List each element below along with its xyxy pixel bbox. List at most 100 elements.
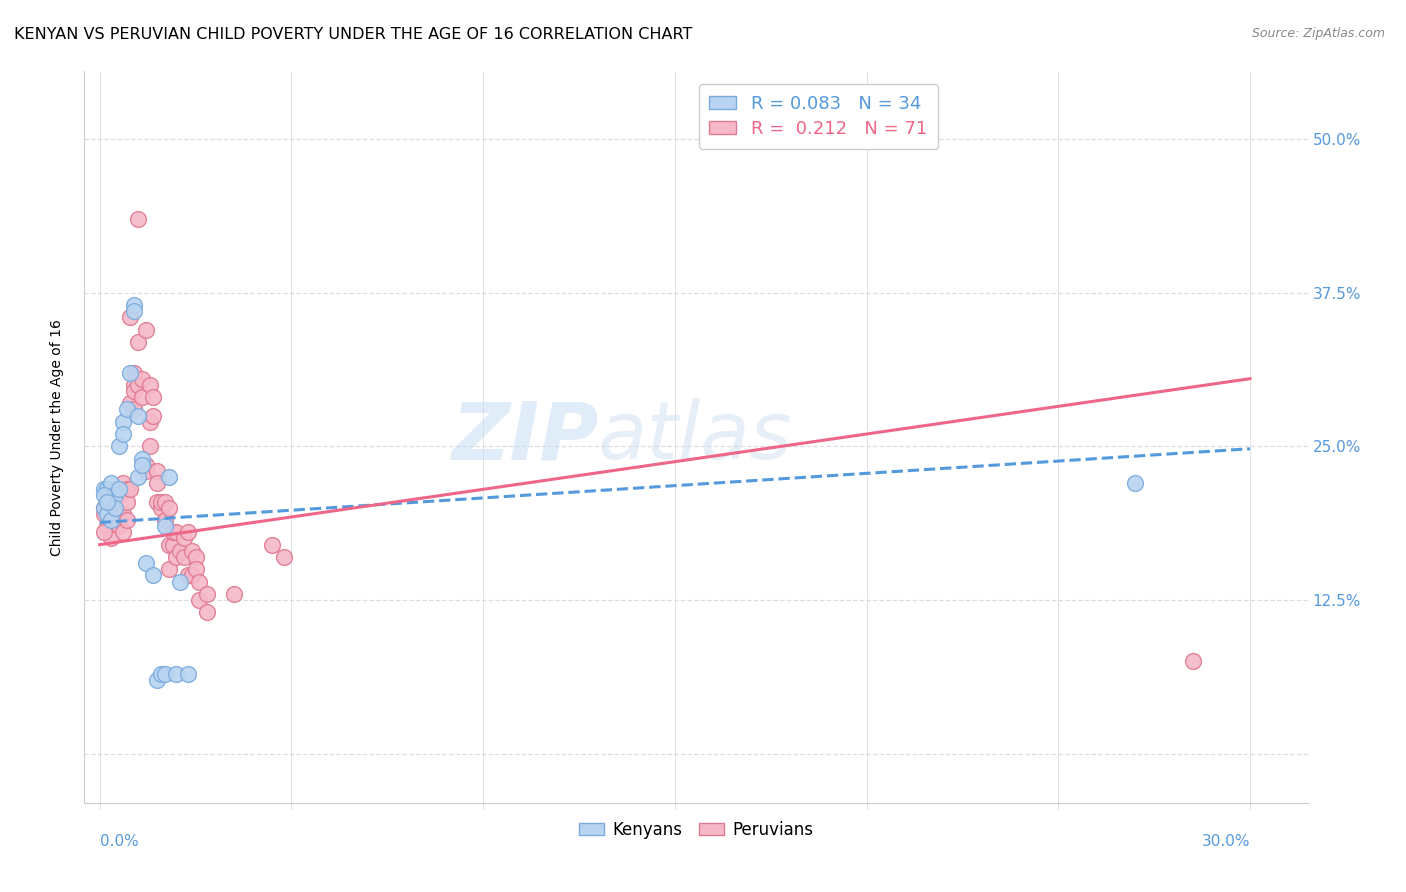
Point (173, 549, 195, 564)
Point (111, 415, 134, 429)
Point (93, 483, 115, 497)
Point (150, 494, 173, 508)
Point (177, 666, 200, 681)
Point (1123, 476, 1146, 491)
Point (184, 562, 207, 576)
Point (122, 402, 145, 417)
Point (108, 483, 131, 497)
Point (100, 494, 122, 508)
Point (122, 384, 145, 398)
Point (195, 587, 218, 601)
Point (108, 439, 131, 453)
Point (122, 304, 145, 318)
Point (111, 427, 134, 442)
Point (142, 568, 165, 582)
Point (131, 390, 153, 404)
Point (153, 513, 176, 527)
Text: 30.0%: 30.0% (1202, 833, 1250, 848)
Text: atlas: atlas (598, 398, 793, 476)
Point (131, 458, 153, 472)
Point (111, 525, 134, 540)
Point (120, 310, 142, 325)
Point (146, 673, 169, 687)
Point (127, 334, 149, 349)
Point (165, 666, 187, 681)
Point (115, 402, 138, 417)
Point (157, 562, 180, 576)
Point (138, 415, 160, 429)
Point (188, 574, 211, 589)
Text: ZIP: ZIP (451, 398, 598, 476)
Point (135, 556, 157, 570)
Point (153, 666, 176, 681)
Point (122, 366, 145, 380)
Point (111, 507, 134, 521)
Point (162, 538, 184, 552)
Point (188, 593, 211, 607)
Point (157, 470, 180, 484)
Point (115, 483, 138, 497)
Point (135, 458, 157, 472)
Text: Source: ZipAtlas.com: Source: ZipAtlas.com (1251, 27, 1385, 40)
Point (162, 525, 184, 540)
Text: KENYAN VS PERUVIAN CHILD POVERTY UNDER THE AGE OF 16 CORRELATION CHART: KENYAN VS PERUVIAN CHILD POVERTY UNDER T… (14, 27, 692, 42)
Point (108, 519, 131, 533)
Point (135, 322, 157, 336)
Point (100, 494, 122, 508)
Point (146, 476, 169, 491)
Point (104, 488, 127, 502)
Point (120, 366, 142, 380)
Point (104, 500, 127, 515)
Point (96, 519, 118, 533)
Point (100, 476, 122, 491)
Point (96, 494, 118, 508)
Point (93, 507, 115, 521)
Point (127, 377, 149, 392)
Point (127, 470, 149, 484)
Point (96, 483, 118, 497)
Point (184, 549, 207, 564)
Point (153, 494, 176, 508)
Point (93, 500, 115, 515)
Point (120, 483, 142, 497)
Point (120, 396, 142, 410)
Y-axis label: Child Poverty Under the Age of 16: Child Poverty Under the Age of 16 (49, 318, 63, 556)
Point (127, 409, 149, 423)
Point (111, 476, 134, 491)
Point (131, 372, 153, 386)
Point (104, 513, 127, 527)
Point (127, 211, 149, 226)
Point (138, 377, 160, 392)
Point (96, 494, 118, 508)
Point (146, 494, 169, 508)
Point (100, 513, 122, 527)
Point (93, 500, 115, 515)
Point (131, 451, 153, 466)
Point (104, 500, 127, 515)
Point (165, 549, 187, 564)
Point (273, 549, 295, 564)
Point (177, 568, 200, 582)
Point (150, 500, 173, 515)
Point (93, 488, 115, 502)
Legend: R = 0.083   N = 34, R =  0.212   N = 71: R = 0.083 N = 34, R = 0.212 N = 71 (699, 84, 938, 149)
Point (169, 574, 191, 589)
Point (122, 377, 145, 392)
Point (122, 298, 145, 312)
Point (93, 525, 115, 540)
Point (142, 409, 165, 423)
Point (115, 494, 138, 508)
Point (146, 464, 169, 478)
Point (195, 605, 218, 619)
Point (177, 525, 200, 540)
Point (108, 507, 131, 521)
Point (142, 390, 165, 404)
Point (157, 538, 180, 552)
Text: 0.0%: 0.0% (100, 833, 138, 848)
Point (1181, 655, 1204, 669)
Point (135, 464, 157, 478)
Point (157, 500, 180, 515)
Point (100, 532, 122, 546)
Point (180, 543, 202, 558)
Point (138, 439, 160, 453)
